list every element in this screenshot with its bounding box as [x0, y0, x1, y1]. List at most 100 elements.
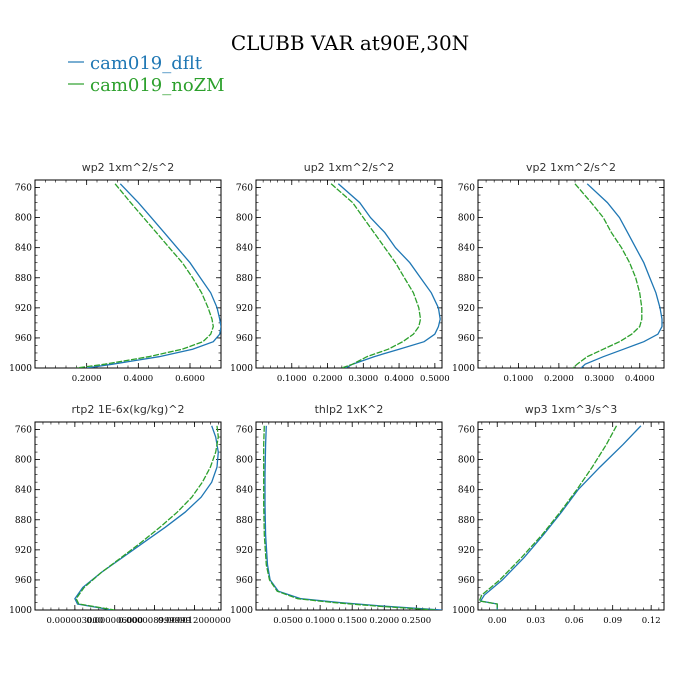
x-tick-label: 0.4000	[123, 374, 153, 384]
x-tick-label: 0.4000	[384, 374, 414, 384]
y-tick-label: 800	[236, 214, 253, 224]
y-tick-label: 1000	[452, 606, 475, 616]
x-tick-label: 0.000012000000	[158, 616, 231, 626]
y-tick-label: 840	[15, 486, 32, 496]
x-tick-label: 0.0500	[273, 616, 303, 626]
y-tick-label: 960	[15, 334, 32, 344]
panel-title: vp2 1xm^2/s^2	[526, 161, 616, 174]
y-tick-label: 920	[15, 546, 32, 556]
y-tick-label: 760	[458, 184, 475, 194]
y-tick-label: 960	[236, 334, 253, 344]
plot-frame	[34, 421, 222, 611]
x-tick-label: 0.2000	[544, 374, 574, 384]
x-tick-label: 0.000006000	[86, 616, 143, 626]
y-tick-label: 1000	[452, 364, 475, 374]
y-tick-label: 760	[236, 184, 253, 194]
y-tick-label: 760	[236, 426, 253, 436]
x-tick-label: 0.3000	[348, 374, 378, 384]
plot-frame	[255, 421, 443, 611]
panel-title: rtp2 1E-6x(kg/kg)^2	[72, 403, 185, 416]
y-tick-label: 760	[458, 426, 475, 436]
panel-6: wp3 1xm^3/s^3 0.00 0.03 0.06 0.09 0.12 760 800 8…	[452, 403, 665, 626]
plot-frame	[34, 179, 222, 369]
plot-frame	[477, 179, 665, 369]
x-tick-label: 0.5000	[420, 374, 450, 384]
panel-title: wp2 1xm^2/s^2	[82, 161, 175, 174]
y-tick-label: 1000	[9, 606, 32, 616]
x-tick-label: 0.2500	[401, 616, 431, 626]
panel-5: thlp2 1xK^2 0.0500 0.1000 0.1500 0.2000 0.250…	[230, 403, 443, 626]
series-line-dflt	[580, 183, 663, 368]
y-tick-label: 880	[458, 516, 475, 526]
y-tick-label: 1000	[230, 606, 253, 616]
y-tick-label: 1000	[230, 364, 253, 374]
series-line-dflt	[479, 425, 642, 610]
x-tick-label: 0.000008999999	[118, 616, 191, 626]
y-tick-label: 960	[15, 576, 32, 586]
x-tick-label: 0.1000	[305, 616, 335, 626]
plot-frame	[255, 179, 443, 369]
panel-title: up2 1xm^2/s^2	[304, 161, 395, 174]
y-tick-label: 960	[458, 334, 475, 344]
series-line-nozm	[330, 183, 422, 368]
y-tick-label: 880	[15, 516, 32, 526]
x-tick-label: 0.3000	[584, 374, 614, 384]
y-tick-label: 920	[458, 304, 475, 314]
series-line-nozm	[75, 425, 219, 610]
series-line-dflt	[337, 183, 441, 368]
x-tick-label: 0.00	[488, 616, 507, 626]
y-tick-label: 840	[15, 244, 32, 254]
y-tick-label: 800	[15, 214, 32, 224]
panel-title: wp3 1xm^3/s^3	[525, 403, 618, 416]
panel-3: vp2 1xm^2/s^2 0.1000 0.2000 0.3000 0.4000 760…	[452, 161, 665, 384]
series-line-nozm	[263, 425, 436, 610]
x-tick-label: 0.000003000	[46, 616, 103, 626]
y-tick-label: 800	[236, 456, 253, 466]
y-tick-label: 880	[458, 274, 475, 284]
y-tick-label: 920	[15, 304, 32, 314]
series-line-dflt	[74, 425, 219, 610]
y-tick-label: 800	[15, 456, 32, 466]
x-tick-label: 0.2000	[72, 374, 102, 384]
y-tick-label: 880	[236, 274, 253, 284]
y-tick-label: 840	[458, 244, 475, 254]
series-line-dflt	[264, 425, 442, 610]
y-tick-label: 960	[236, 576, 253, 586]
x-tick-label: 0.2000	[313, 374, 343, 384]
y-tick-label: 840	[458, 486, 475, 496]
panel-2: up2 1xm^2/s^2 0.1000 0.2000 0.3000 0.4000 0.5…	[230, 161, 450, 384]
y-tick-label: 920	[236, 304, 253, 314]
plot-frame	[477, 421, 665, 611]
y-tick-label: 800	[458, 456, 475, 466]
series-line-nozm	[76, 183, 214, 368]
panel-4: rtp2 1E-6x(kg/kg)^2 0.0000030000.00000600…	[9, 403, 231, 626]
x-tick-label: 0.6000	[175, 374, 205, 384]
y-tick-label: 920	[236, 546, 253, 556]
figure-title: CLUBB VAR at90E,30N	[231, 31, 469, 55]
panels: wp2 1xm^2/s^2 0.2000 0.4000 0.6000 760 800 840…	[9, 161, 665, 626]
series-line-dflt	[86, 183, 221, 368]
x-tick-label: 0.09	[603, 616, 622, 626]
y-tick-label: 920	[458, 546, 475, 556]
legend-label-nozm: cam019_noZM	[90, 75, 225, 96]
y-tick-label: 760	[15, 184, 32, 194]
y-tick-label: 960	[458, 576, 475, 586]
y-tick-label: 840	[236, 486, 253, 496]
x-tick-label: 0.06	[565, 616, 584, 626]
y-tick-label: 760	[15, 426, 32, 436]
y-tick-label: 880	[15, 274, 32, 284]
y-tick-label: 840	[236, 244, 253, 254]
series-line-nozm	[572, 183, 643, 368]
y-tick-label: 1000	[9, 364, 32, 374]
legend-label-dflt: cam019_dflt	[90, 53, 203, 74]
y-tick-label: 800	[458, 214, 475, 224]
x-tick-label: 0.03	[526, 616, 545, 626]
panel-title: thlp2 1xK^2	[315, 403, 384, 416]
x-tick-label: 0.1000	[504, 374, 534, 384]
y-tick-label: 880	[236, 516, 253, 526]
x-tick-label: 0.12	[642, 616, 661, 626]
x-tick-label: 0.1500	[337, 616, 367, 626]
series-line-nozm	[478, 425, 618, 610]
x-tick-label: 0.4000	[625, 374, 655, 384]
